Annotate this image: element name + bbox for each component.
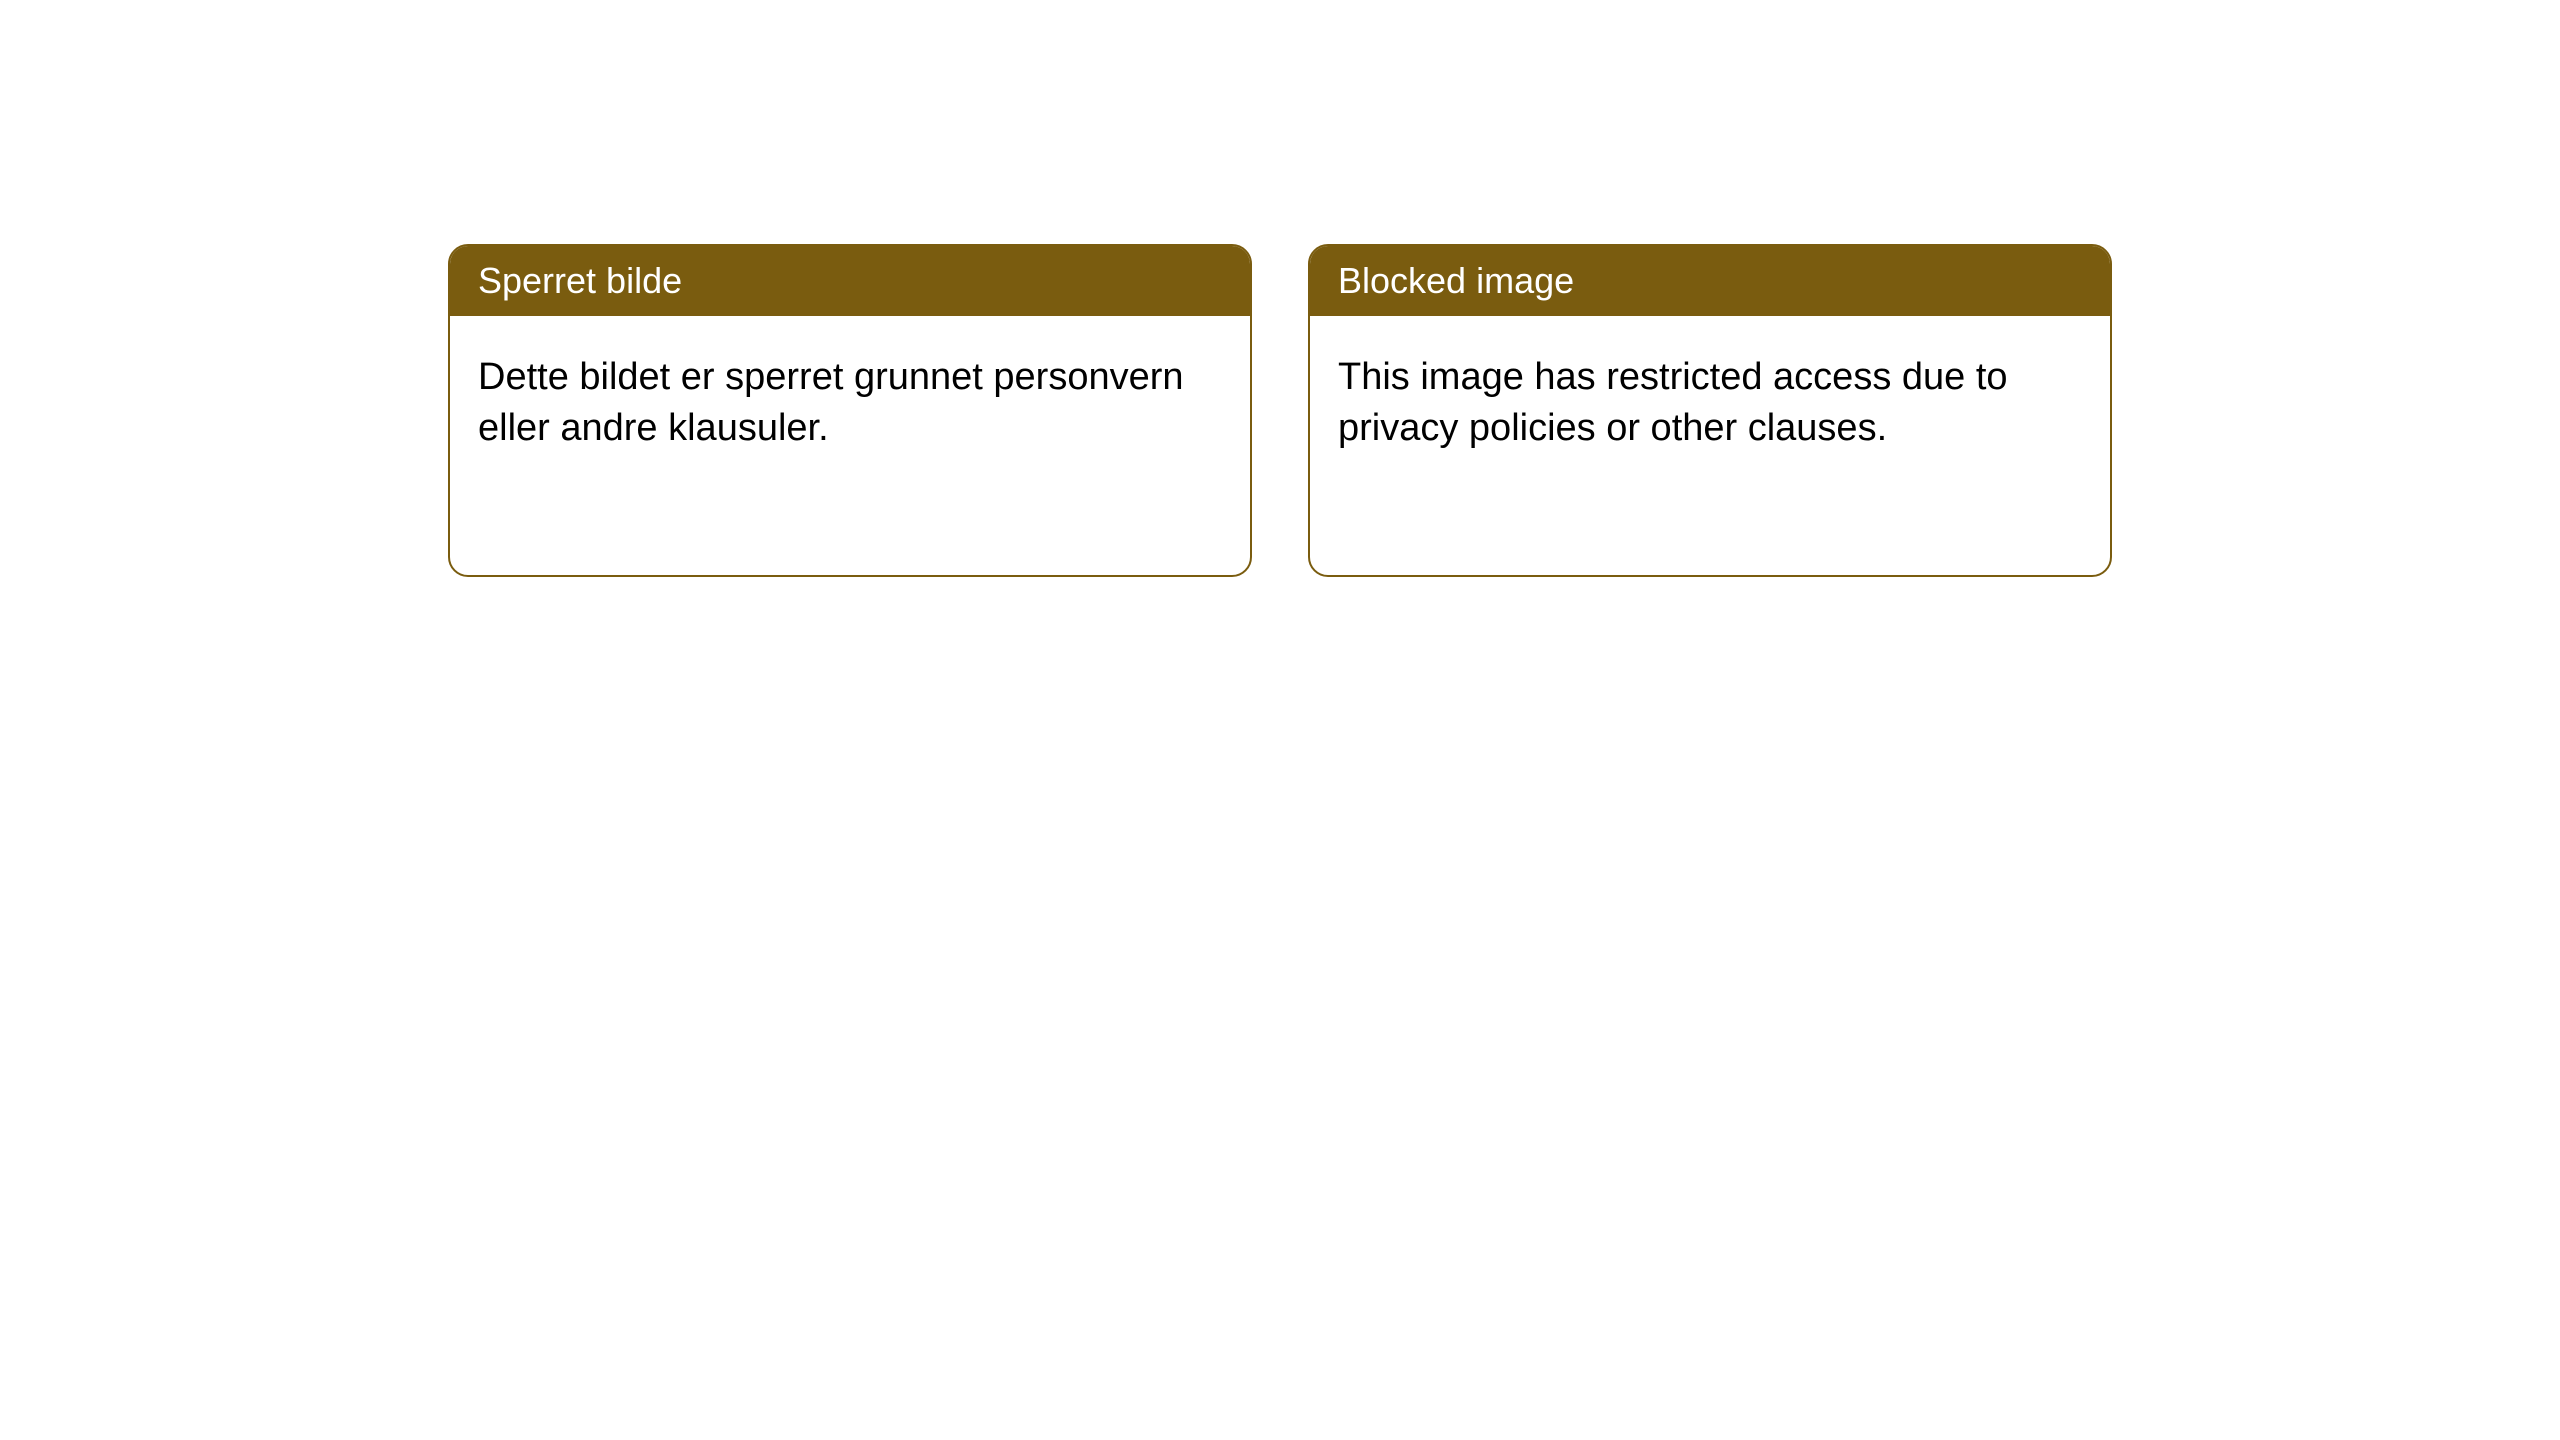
notice-card-english: Blocked image This image has restricted … — [1308, 244, 2112, 577]
notice-body: This image has restricted access due to … — [1310, 316, 2110, 491]
notice-card-norwegian: Sperret bilde Dette bildet er sperret gr… — [448, 244, 1252, 577]
notice-header: Sperret bilde — [450, 246, 1250, 316]
notice-container: Sperret bilde Dette bildet er sperret gr… — [0, 0, 2560, 577]
notice-header: Blocked image — [1310, 246, 2110, 316]
notice-body: Dette bildet er sperret grunnet personve… — [450, 316, 1250, 491]
